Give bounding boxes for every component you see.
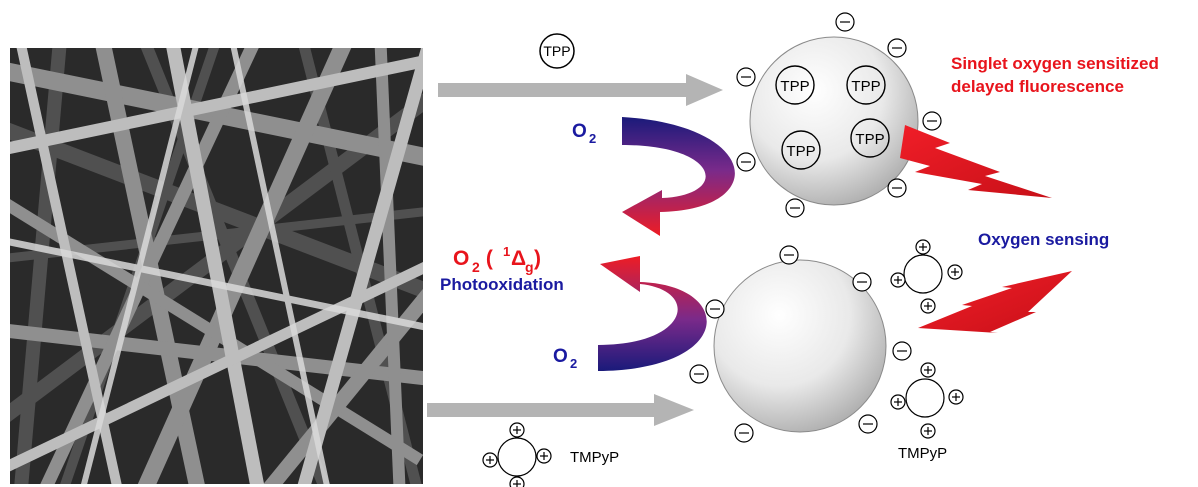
svg-text:O: O xyxy=(553,346,568,367)
minus-charge-icon xyxy=(689,364,709,384)
svg-text:Δ: Δ xyxy=(511,247,526,270)
svg-text:2: 2 xyxy=(570,356,577,371)
svg-text:): ) xyxy=(534,247,541,270)
o2-label-upper: O 2 xyxy=(572,121,596,146)
svg-text:g: g xyxy=(525,259,534,275)
photooxidation-label: Photooxidation xyxy=(440,275,564,294)
plus-charge-icon xyxy=(890,272,906,288)
lightning-bolt-fluorescence xyxy=(900,125,1052,198)
plus-charge-icon xyxy=(915,239,931,255)
tmpyp-label-bottom-right: TMPyP xyxy=(898,445,947,462)
tpp-molecule-on-sphere: TPP xyxy=(846,65,886,105)
oxygen-sensing-label: Oxygen sensing xyxy=(978,230,1109,249)
lightning-bolt-sensing xyxy=(918,271,1072,333)
plus-charge-icon xyxy=(509,476,525,487)
minus-charge-icon xyxy=(858,414,878,434)
plus-charge-icon xyxy=(509,422,525,438)
plus-charge-icon xyxy=(536,448,552,464)
minus-charge-icon xyxy=(887,38,907,58)
svg-text:TPP: TPP xyxy=(851,78,880,95)
svg-text:O: O xyxy=(453,247,469,270)
minus-charge-icon xyxy=(922,111,942,131)
tpp-molecule-on-sphere: TPP xyxy=(850,118,890,158)
plus-charge-icon xyxy=(920,423,936,439)
minus-charge-icon xyxy=(734,423,754,443)
tmpyp-molecule-free xyxy=(482,422,552,487)
fluorescence-label-line1: Singlet oxygen sensitized xyxy=(951,54,1159,73)
o2-label-lower: O 2 xyxy=(553,346,577,371)
plus-charge-icon xyxy=(920,362,936,378)
svg-text:(: ( xyxy=(480,247,493,270)
svg-text:TPP: TPP xyxy=(786,143,815,160)
tmpyp-nanofiber-sphere xyxy=(713,259,887,433)
minus-charge-icon xyxy=(892,341,912,361)
curved-arrow-lower xyxy=(598,256,707,371)
minus-charge-icon xyxy=(705,299,725,319)
minus-charge-icon xyxy=(835,12,855,32)
tpp-molecule-free: TPP xyxy=(539,33,575,69)
upper-sphere-negative-charges xyxy=(736,12,942,218)
tmpyp-label-bottom-left: TMPyP xyxy=(570,449,619,466)
curved-arrow-upper xyxy=(622,117,735,236)
arrow-to-tmpyp-sphere xyxy=(427,394,694,426)
tpp-loaded-nanofiber-sphere: TPP TPP TPP TPP xyxy=(749,36,919,206)
minus-charge-icon xyxy=(852,272,872,292)
tpp-molecule-on-sphere: TPP xyxy=(775,65,815,105)
sem-nanofiber-image xyxy=(10,48,423,484)
tmpyp-molecule-right-top xyxy=(890,239,963,314)
arrow-to-tpp-sphere xyxy=(438,74,723,106)
fluorescence-label-line2: delayed fluorescence xyxy=(951,77,1124,96)
plus-charge-icon xyxy=(920,298,936,314)
svg-text:O: O xyxy=(572,121,587,142)
plus-charge-icon xyxy=(890,394,906,410)
plus-charge-icon xyxy=(948,389,964,405)
singlet-oxygen-label: O 2 ( 1 Δ g ) xyxy=(453,244,541,275)
lower-sphere-negative-charges xyxy=(689,245,912,443)
minus-charge-icon xyxy=(736,152,756,172)
tpp-molecule-on-sphere: TPP xyxy=(781,130,821,170)
svg-text:2: 2 xyxy=(589,131,596,146)
minus-charge-icon xyxy=(779,245,799,265)
svg-text:1: 1 xyxy=(503,244,510,259)
minus-charge-icon xyxy=(736,67,756,87)
plus-charge-icon xyxy=(947,264,963,280)
minus-charge-icon xyxy=(887,178,907,198)
svg-text:TPP: TPP xyxy=(855,131,884,148)
svg-text:TPP: TPP xyxy=(543,43,570,59)
plus-charge-icon xyxy=(482,452,498,468)
svg-text:TPP: TPP xyxy=(780,78,809,95)
tmpyp-molecule-right-bottom xyxy=(890,362,964,439)
svg-text:2: 2 xyxy=(472,259,480,275)
minus-charge-icon xyxy=(785,198,805,218)
